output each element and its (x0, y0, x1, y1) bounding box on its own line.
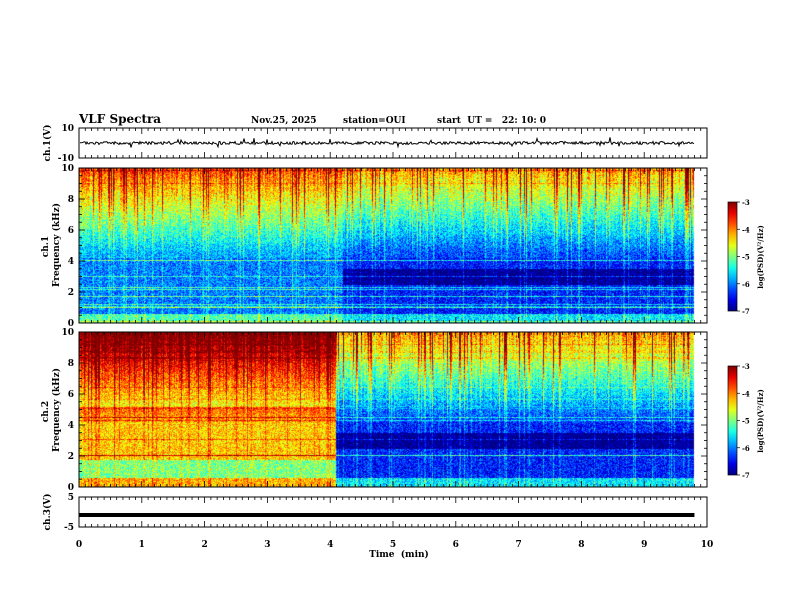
colorbar-tick-label: -7 (742, 471, 750, 480)
start-time-label: start UT = 22: 10: 0 (437, 116, 546, 126)
ch1-waveform-ylabel: ch.1(V) (42, 125, 53, 162)
x-tick-label: 1 (139, 540, 145, 550)
colorbar-tick-label: -7 (742, 307, 750, 316)
x-tick-label: 3 (264, 540, 270, 550)
y-tick-label: 2 (68, 452, 74, 462)
colorbar-tick-label: -4 (742, 225, 750, 234)
ch3-ytick-bottom: -5 (64, 523, 74, 533)
x-axis-label: Time (min) (369, 549, 429, 560)
x-tick-label: 10 (701, 540, 714, 550)
ch2-spectrogram-ylabel: ch.2 Frequency (kHz) (41, 368, 62, 452)
x-tick-label: 9 (641, 540, 647, 550)
y-tick-label: 10 (61, 164, 74, 174)
ch1-ylabel-frequency: Frequency (kHz) (51, 203, 62, 287)
x-tick-label: 0 (76, 540, 82, 550)
ch1-spectrogram-heatmap (79, 168, 707, 323)
y-tick-label: 0 (68, 483, 74, 493)
ch1-ytick-top: 10 (61, 124, 74, 134)
ch1-waveform-panel: 10 -10 ch.1(V) (42, 124, 708, 164)
x-axis-tick-labels: 0 1 2 3 4 5 6 7 8 9 10 (76, 540, 713, 550)
ch1-colorbar-gradient (727, 201, 738, 312)
ch2-colorbar: -3 -4 -5 -6 -7 log(PSD)(V²/Hz) (727, 362, 765, 480)
x-tick-label: 4 (327, 540, 333, 550)
ch3-waveform-ylabel: ch.3(V) (42, 494, 53, 531)
x-tick-label: 2 (201, 540, 207, 550)
y-tick-label: 4 (68, 421, 74, 431)
ch1-spectrogram-panel: 0 2 4 6 8 10 ch.1 Frequency (kHz) (41, 164, 708, 329)
ch2-spectrogram-heatmap (79, 332, 707, 487)
ch1-spectrogram-ylabel: ch.1 Frequency (kHz) (41, 203, 62, 287)
y-tick-label: 0 (68, 319, 74, 329)
colorbar-tick-label: -4 (742, 389, 750, 398)
ch1-waveform-line (79, 136, 695, 149)
y-tick-label: 10 (61, 328, 74, 338)
colorbar-tick-label: -5 (742, 253, 750, 262)
y-tick-label: 4 (68, 257, 74, 267)
ch2-spectrogram-panel: 0 2 4 6 8 10 ch.2 Frequency (kHz) (41, 328, 708, 493)
y-tick-label: 8 (68, 359, 74, 369)
y-tick-label: 2 (68, 288, 74, 298)
ch2-ylabel-channel: ch.2 (41, 401, 51, 422)
x-tick-label: 5 (390, 540, 396, 550)
station-label: station=OUI (343, 116, 406, 126)
ch1-colorbar-label: log(PSD)(V²/Hz) (756, 225, 765, 289)
x-tick-label: 7 (515, 540, 521, 550)
ch1-ylabel-channel: ch.1 (41, 236, 51, 257)
colorbar-tick-label: -3 (742, 198, 750, 207)
ch2-colorbar-gradient (727, 365, 738, 476)
x-tick-label: 8 (578, 540, 584, 550)
colorbar-tick-label: -5 (742, 417, 750, 426)
colorbar-tick-label: -6 (742, 280, 750, 289)
ch3-ytick-top: 5 (68, 493, 74, 503)
figure-title: VLF Spectra (78, 112, 161, 126)
ch2-colorbar-label: log(PSD)(V²/Hz) (756, 389, 765, 453)
y-tick-label: 6 (68, 390, 74, 400)
ch3-waveform-panel: 5 -5 ch.3(V) (42, 493, 708, 533)
ch1-colorbar: -3 -4 -5 -6 -7 log(PSD)(V²/Hz) (727, 198, 765, 316)
ch1-ytick-bottom: -10 (58, 154, 74, 164)
date-label: Nov.25, 2025 (251, 116, 317, 126)
colorbar-tick-label: -3 (742, 362, 750, 371)
x-tick-label: 6 (453, 540, 459, 550)
y-tick-label: 8 (68, 195, 74, 205)
colorbar-tick-label: -6 (742, 444, 750, 453)
ch2-ylabel-frequency: Frequency (kHz) (51, 368, 62, 452)
y-tick-label: 6 (68, 226, 74, 236)
